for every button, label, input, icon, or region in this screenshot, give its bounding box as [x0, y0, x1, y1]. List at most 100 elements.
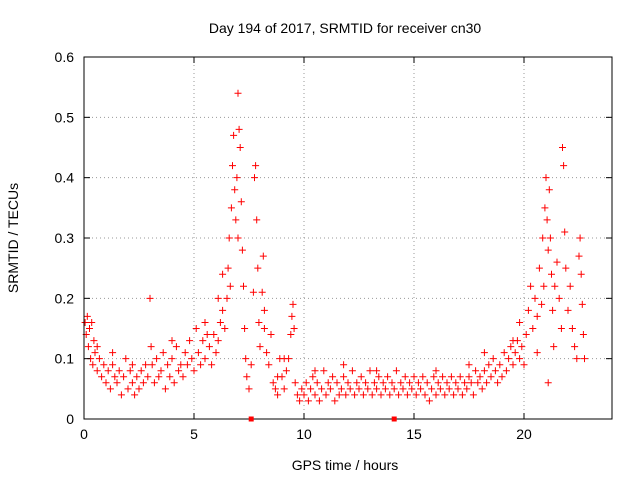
data-point	[95, 355, 103, 363]
data-point	[274, 373, 282, 381]
data-point	[243, 373, 251, 381]
data-point	[472, 367, 480, 375]
data-point	[516, 318, 524, 326]
data-point	[291, 379, 299, 387]
data-point	[210, 331, 218, 339]
x-tick-label: 10	[296, 426, 312, 442]
data-point	[241, 325, 249, 332]
data-point	[161, 385, 169, 393]
x-tick-label: 20	[516, 426, 532, 442]
data-point	[333, 379, 341, 387]
data-point	[465, 361, 473, 369]
data-point	[214, 337, 222, 345]
data-point	[90, 337, 98, 345]
data-point	[84, 343, 92, 351]
data-point	[159, 349, 167, 357]
data-point	[434, 379, 442, 387]
data-point	[255, 318, 263, 326]
data-point	[175, 367, 183, 375]
data-point	[280, 355, 288, 363]
data-point	[531, 294, 539, 302]
data-point	[487, 373, 495, 381]
data-point	[236, 144, 244, 151]
data-point	[88, 318, 96, 326]
data-point	[454, 385, 462, 393]
data-point	[194, 349, 202, 357]
data-point	[551, 282, 559, 290]
data-point	[235, 125, 243, 133]
data-point	[201, 318, 209, 326]
y-tick-label: 0.5	[55, 109, 75, 125]
y-tick-label: 0.1	[55, 351, 75, 367]
data-point	[120, 373, 128, 381]
data-point	[183, 361, 191, 369]
data-point	[381, 385, 389, 393]
data-point	[133, 373, 141, 381]
data-point	[137, 367, 145, 375]
x-tick-label: 15	[406, 426, 422, 442]
data-point	[240, 282, 247, 290]
data-point	[550, 343, 558, 351]
data-point	[491, 367, 499, 375]
data-point	[553, 258, 561, 266]
data-point	[288, 312, 296, 320]
x-axis-label: GPS time / hours	[292, 457, 399, 473]
data-point	[102, 379, 110, 387]
data-point	[251, 174, 258, 182]
data-point	[144, 373, 152, 381]
data-point	[93, 367, 101, 375]
data-point	[450, 391, 458, 399]
data-point	[456, 373, 464, 381]
data-point	[507, 343, 515, 351]
data-point	[359, 391, 367, 399]
data-point	[390, 385, 398, 393]
data-point	[89, 361, 97, 369]
data-point	[188, 355, 196, 363]
data-point	[549, 306, 557, 314]
data-point	[529, 325, 537, 332]
data-point	[344, 379, 352, 387]
data-point	[379, 379, 387, 387]
data-point	[366, 367, 374, 375]
data-point	[480, 349, 488, 357]
data-point	[208, 361, 216, 369]
data-point	[128, 361, 136, 369]
data-point	[541, 204, 549, 212]
data-point	[282, 367, 290, 375]
data-point	[340, 361, 348, 369]
data-point	[223, 294, 231, 302]
data-point	[403, 391, 411, 399]
data-point	[166, 373, 174, 381]
data-point	[93, 343, 101, 351]
data-point	[406, 379, 414, 387]
data-point	[527, 282, 535, 290]
data-point	[417, 385, 425, 393]
data-point	[520, 361, 528, 369]
data-point	[340, 373, 348, 381]
data-point	[351, 391, 359, 399]
data-point	[274, 391, 282, 399]
data-point	[557, 325, 565, 332]
data-point	[555, 294, 563, 302]
data-point	[201, 355, 209, 363]
data-point	[522, 331, 530, 339]
data-point	[373, 385, 381, 393]
data-point	[287, 331, 295, 339]
data-point	[247, 361, 255, 369]
data-point	[98, 373, 106, 381]
data-point	[263, 349, 271, 357]
data-point	[511, 349, 519, 357]
data-point	[122, 355, 130, 363]
grid-lines	[84, 57, 612, 419]
y-tick-label: 0.6	[55, 49, 75, 65]
data-point	[542, 174, 550, 182]
data-point	[313, 379, 321, 387]
y-axis-ticks: 0 0.1 0.2 0.3 0.4 0.5 0.6	[55, 49, 612, 427]
data-point	[500, 349, 508, 357]
axis-marker	[248, 416, 254, 422]
data-point	[577, 270, 585, 278]
data-point	[311, 391, 319, 399]
data-point	[538, 300, 546, 308]
data-point	[331, 397, 339, 405]
